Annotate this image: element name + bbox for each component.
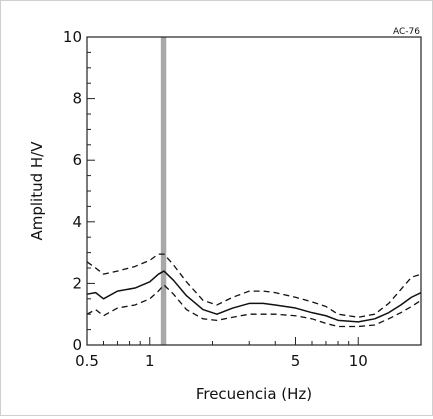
y-tick-label: 4 xyxy=(72,213,82,231)
plot-area-border xyxy=(86,36,422,346)
peak-band-layer xyxy=(160,37,167,345)
x-tick-label: 10 xyxy=(349,352,368,370)
series-lower-line xyxy=(86,284,422,328)
y-tick-label: 2 xyxy=(72,274,82,292)
series-mean-line xyxy=(86,270,422,323)
y-axis-label: Amplitud H/V xyxy=(28,141,46,241)
series-layer xyxy=(86,253,422,328)
axes-layer: 0 2 4 6 8 10 0.5 1 5 10 xyxy=(63,28,422,370)
x-tick-label: 5 xyxy=(291,352,301,370)
y-tick-label: 8 xyxy=(72,90,82,108)
x-axis-label: Frecuencia (Hz) xyxy=(196,385,312,403)
y-tick-label: 10 xyxy=(63,28,82,46)
peak-frequency-band xyxy=(160,37,167,345)
station-label: AC-76 xyxy=(393,27,420,37)
x-tick-label: 0.5 xyxy=(75,352,99,370)
x-tick-label: 1 xyxy=(145,352,155,370)
y-tick-label: 6 xyxy=(72,151,82,169)
y-tick-label: 0 xyxy=(72,336,82,354)
series-upper-line xyxy=(86,253,422,318)
